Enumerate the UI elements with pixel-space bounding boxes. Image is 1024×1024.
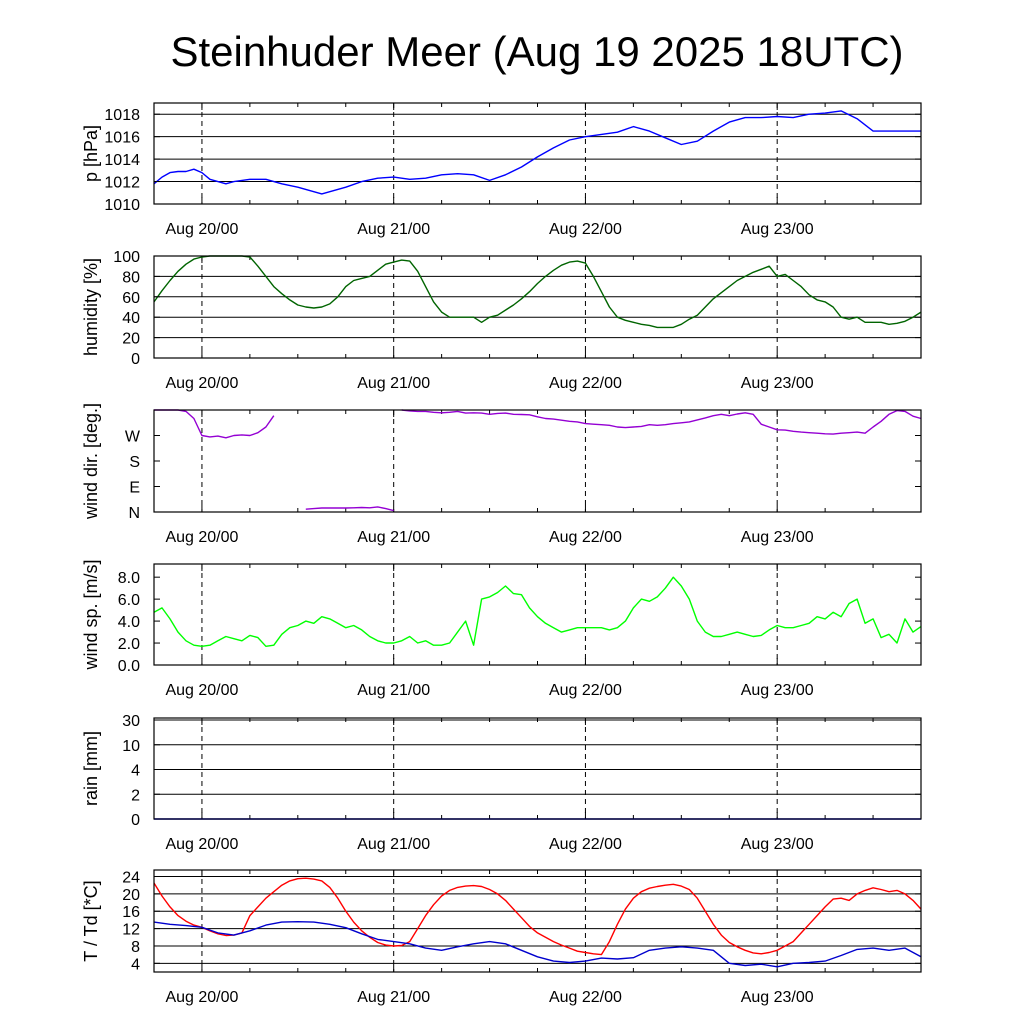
x-tick-label: Aug 22/00 [549, 682, 622, 699]
x-tick-label: Aug 23/00 [741, 989, 814, 1006]
y-tick-label: 1018 [104, 107, 140, 124]
plot-frame [153, 869, 922, 973]
y-tick-label: 1014 [104, 152, 140, 169]
x-tick-label: Aug 22/00 [549, 529, 622, 546]
y-axis-label: wind dir. [deg.] [81, 403, 101, 520]
y-tick-label: 1012 [104, 175, 140, 192]
plot-frame [153, 255, 922, 359]
y-tick-label: 4 [131, 956, 140, 973]
x-tick-label: Aug 23/00 [741, 529, 814, 546]
y-tick-label: 12 [122, 922, 140, 939]
x-tick-label: Aug 21/00 [357, 221, 430, 238]
y-tick-label: 80 [122, 269, 140, 286]
panel-wind_speed: 0.0 2.0 4.0 6.0 8.0 wind sp. [m/s] Aug 20/00 Au… [81, 559, 922, 699]
x-tick-label: Aug 20/00 [165, 989, 238, 1006]
y-axis-label: humidity [%] [81, 258, 101, 356]
x-tick-label: Aug 21/00 [357, 989, 430, 1006]
plot-frame [153, 409, 922, 513]
x-tick-label: Aug 20/00 [165, 375, 238, 392]
y-axis-label: p [hPa] [81, 125, 101, 182]
plot-frame [153, 717, 922, 820]
x-tick-label: Aug 20/00 [165, 221, 238, 238]
y-tick-label: 30 [122, 713, 140, 730]
y-tick-label: E [129, 480, 140, 497]
panel-humidity: 0 20 40 60 80 100 humidity [%] Aug 20/00 Aug 21/… [81, 249, 922, 392]
y-tick-label: 100 [113, 249, 140, 266]
y-tick-label: 0.0 [118, 658, 140, 675]
y-tick-label: 16 [122, 904, 140, 921]
y-tick-label: 6.0 [118, 592, 140, 609]
x-tick-label: Aug 23/00 [741, 221, 814, 238]
panel-rain: 0 2 4 10 30 rain [mm] Aug 20/00 Aug 21/00 Aug 22… [81, 713, 922, 853]
y-tick-label: 2 [131, 787, 140, 804]
x-tick-label: Aug 21/00 [357, 836, 430, 853]
series-line-t [153, 877, 922, 956]
chart-title: Steinhuder Meer (Aug 19 2025 18UTC) [170, 28, 903, 75]
y-axis-label: T / Td [*C] [81, 880, 101, 961]
plot-frame [153, 563, 922, 666]
x-tick-label: Aug 22/00 [549, 221, 622, 238]
x-tick-label: Aug 20/00 [165, 836, 238, 853]
plot-frame [153, 102, 922, 205]
x-tick-label: Aug 23/00 [741, 836, 814, 853]
x-tick-label: Aug 21/00 [357, 682, 430, 699]
y-tick-label: 20 [122, 331, 140, 348]
x-tick-label: Aug 23/00 [741, 375, 814, 392]
y-tick-label: 1010 [104, 197, 140, 214]
y-tick-label: 2.0 [118, 636, 140, 653]
x-tick-label: Aug 20/00 [165, 682, 238, 699]
y-tick-label: 10 [122, 738, 140, 755]
y-tick-label: 60 [122, 290, 140, 307]
y-tick-label: N [128, 505, 140, 522]
series-line-humidity [153, 255, 922, 329]
y-tick-label: 0 [131, 812, 140, 829]
y-tick-label: 8 [131, 939, 140, 956]
x-tick-label: Aug 22/00 [549, 375, 622, 392]
x-tick-label: Aug 23/00 [741, 682, 814, 699]
series-line-wind-direction [154, 409, 922, 512]
y-tick-label: 8.0 [118, 570, 140, 587]
y-tick-label: W [125, 429, 141, 446]
y-axis-label: wind sp. [m/s] [81, 559, 101, 670]
y-tick-label: 20 [122, 887, 140, 904]
y-tick-label: 1016 [104, 130, 140, 147]
y-tick-label: 0 [131, 351, 140, 368]
x-tick-label: Aug 20/00 [165, 529, 238, 546]
y-tick-label: 4 [131, 763, 140, 780]
x-tick-label: Aug 22/00 [549, 836, 622, 853]
series-line-td [153, 921, 922, 968]
series-line-wind-speed [153, 576, 922, 647]
x-tick-label: Aug 21/00 [357, 529, 430, 546]
x-tick-label: Aug 21/00 [357, 375, 430, 392]
y-tick-label: S [129, 454, 140, 471]
x-tick-label: Aug 22/00 [549, 989, 622, 1006]
y-tick-label: 4.0 [118, 614, 140, 631]
series-line-pressure [153, 110, 921, 195]
y-tick-label: 24 [122, 870, 140, 887]
y-tick-label: 40 [122, 310, 140, 327]
y-axis-label: rain [mm] [81, 731, 101, 806]
